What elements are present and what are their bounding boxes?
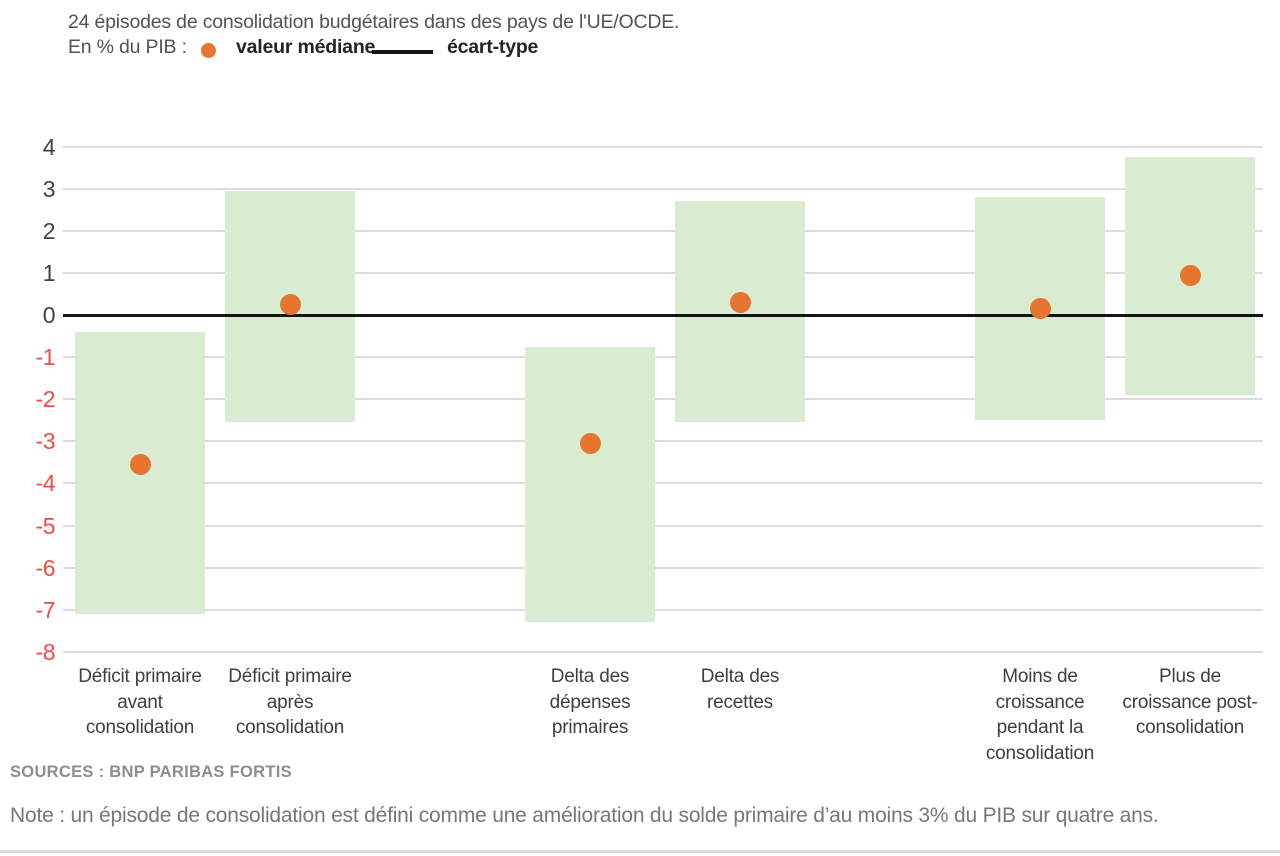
median-dot-1	[129, 453, 151, 475]
category-label-line: Delta des	[700, 666, 780, 687]
median-dot-3	[579, 432, 601, 454]
chart-title: 24 épisodes de consolidation budgétaires…	[68, 11, 680, 33]
category-label-line: avant	[117, 691, 163, 713]
y-tick-label-3: 3	[42, 175, 56, 202]
y-tick-label--8: -8	[35, 638, 56, 665]
unit-label: En % du PIB :	[68, 36, 187, 58]
category-label-line: Delta des	[550, 666, 630, 687]
gridline--2	[63, 398, 1263, 401]
gridline-3	[63, 187, 1263, 190]
category-label-line: recettes	[707, 691, 773, 713]
median-dot-6	[1179, 264, 1201, 286]
y-tick-label--6: -6	[35, 554, 56, 581]
legend-ecart-type-label: écart-type	[447, 36, 539, 58]
sources-label: SOURCES : BNP PARIBAS FORTIS	[10, 763, 292, 781]
category-label-line: consolidation	[235, 717, 345, 738]
category-label-1: Déficit primaire avant consolidation	[50, 664, 230, 741]
legend-median-dot-icon	[201, 43, 216, 58]
gridline-2	[63, 229, 1263, 232]
category-label-line: croissance post-	[1122, 691, 1258, 713]
legend-median-label: valeur médiane	[236, 36, 376, 58]
y-tick-label-1: 1	[42, 259, 56, 286]
median-dot-5	[1029, 298, 1051, 320]
category-label-3: Delta des dépenses primaires	[500, 664, 680, 741]
gridline--8	[63, 650, 1263, 653]
category-label-line: dépenses	[549, 691, 631, 713]
category-label-line: Plus de	[1159, 666, 1221, 687]
y-tick-label-2: 2	[42, 217, 56, 244]
y-tick-label-4: 4	[42, 133, 56, 160]
y-tick-label--3: -3	[35, 428, 56, 455]
y-tick-label--2: -2	[35, 386, 56, 413]
gridline--7	[63, 608, 1263, 611]
gridline--5	[63, 524, 1263, 527]
range-bar-3	[525, 346, 655, 623]
category-label-line: primaires	[551, 717, 629, 738]
gridline--6	[63, 566, 1263, 569]
gridline--3	[63, 440, 1263, 443]
category-label-line: Déficit primaire	[78, 666, 202, 687]
y-tick-label--5: -5	[35, 512, 56, 539]
median-dot-2	[279, 293, 301, 315]
category-label-line: consolidation	[985, 742, 1095, 764]
bottom-divider	[0, 850, 1280, 853]
category-label-line: après	[266, 691, 314, 713]
category-label-4: Delta des recettes	[650, 664, 830, 715]
category-label-line: pendant la	[996, 717, 1084, 738]
category-label-line: croissance	[995, 691, 1085, 713]
median-dot-4	[729, 291, 751, 313]
category-label-line: consolidation	[1135, 717, 1245, 738]
category-label-line: Moins de	[1002, 666, 1078, 687]
gridline--4	[63, 482, 1263, 485]
note-text: Note : un épisode de consolidation est d…	[10, 804, 1159, 827]
y-tick-label--4: -4	[35, 470, 56, 497]
category-label-5: Moins de croissance pendant la consolidatio…	[950, 664, 1130, 766]
gridline-1	[63, 271, 1263, 274]
y-tick-label--7: -7	[35, 596, 56, 623]
y-tick-label-0: 0	[42, 302, 56, 328]
category-label-2: Déficit primaire après consolidation	[200, 664, 380, 741]
category-label-line: Déficit primaire	[228, 666, 352, 687]
legend-range-line-icon	[372, 50, 433, 54]
zero-line	[63, 313, 1263, 317]
category-label-line: consolidation	[85, 717, 195, 738]
category-label-6: Plus de croissance post-consolidation	[1100, 664, 1280, 741]
y-tick-label--1: -1	[35, 344, 56, 371]
gridline--1	[63, 356, 1263, 359]
gridline-4	[63, 145, 1263, 148]
